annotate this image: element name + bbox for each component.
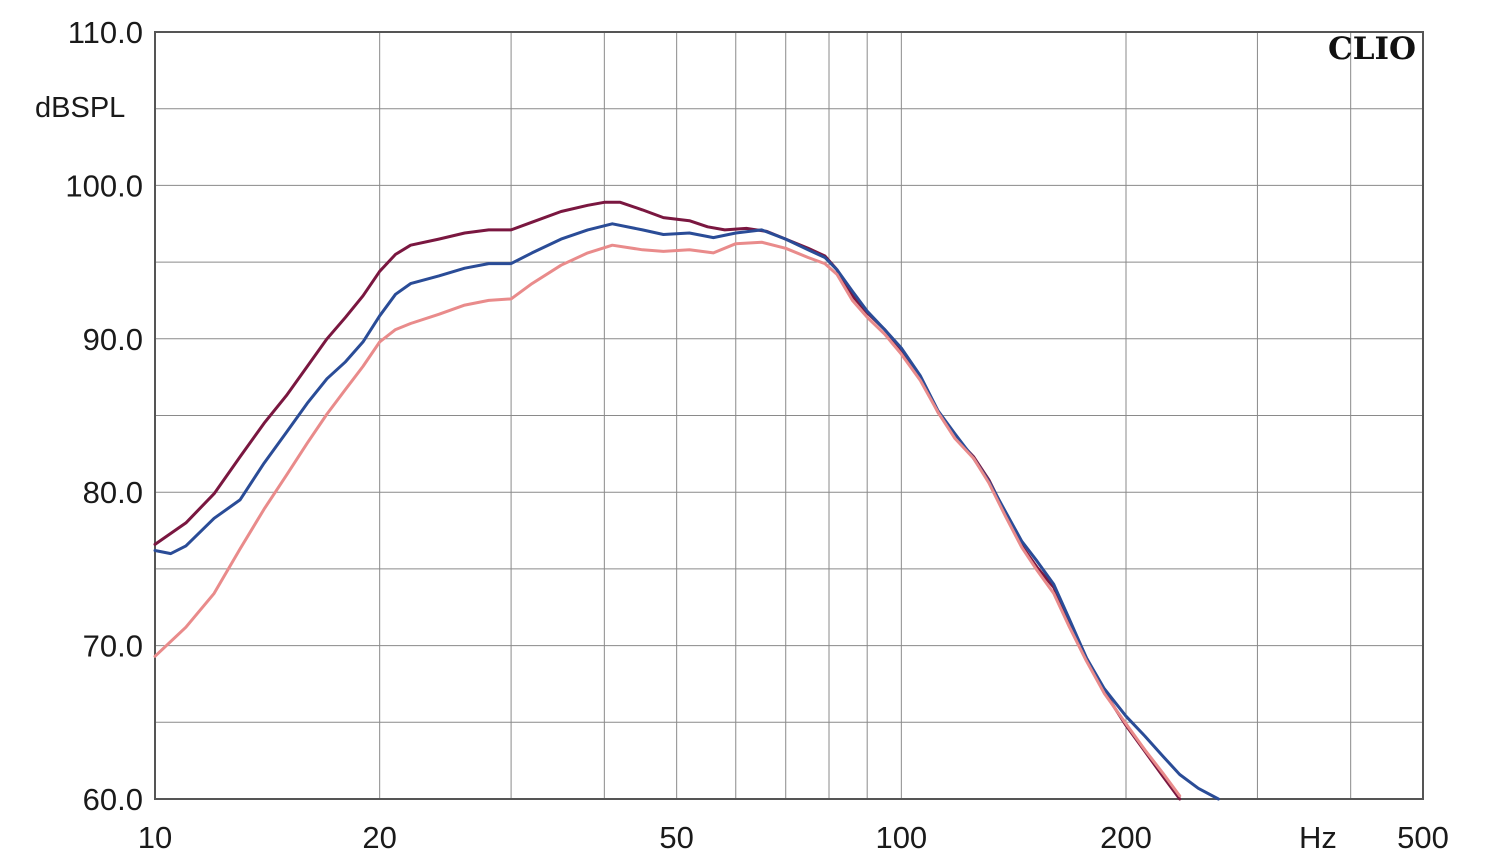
x-tick-label: 10 [138,820,172,855]
plot-frame [154,31,1424,800]
x-axis-unit-label: Hz [1299,820,1337,855]
y-tick-label: 90.0 [83,322,143,357]
y-tick-label: 100.0 [65,168,143,203]
x-tick-label: 20 [362,820,396,855]
x-tick-label: 500 [1397,820,1449,855]
x-tick-label: 50 [659,820,693,855]
series-line-1 [153,200,1182,801]
x-tick-label: 100 [875,820,927,855]
y-axis-label: dBSPL [35,92,125,124]
grid [155,32,1423,799]
x-tick-labels: 10 20 50 100 200 500 [138,820,1449,855]
brand-logo-text: CLIO [1328,31,1416,67]
y-tick-label: 70.0 [83,629,143,664]
series-line-3 [153,240,1182,798]
series-lines [153,200,1220,801]
y-tick-label: 60.0 [83,782,143,817]
y-tick-labels: 60.0 70.0 80.0 90.0 100.0 110.0 [65,15,143,817]
x-tick-label: 200 [1100,820,1152,855]
series-line-2 [153,222,1220,801]
y-tick-label: 80.0 [83,475,143,510]
y-tick-label: 110.0 [68,15,143,50]
